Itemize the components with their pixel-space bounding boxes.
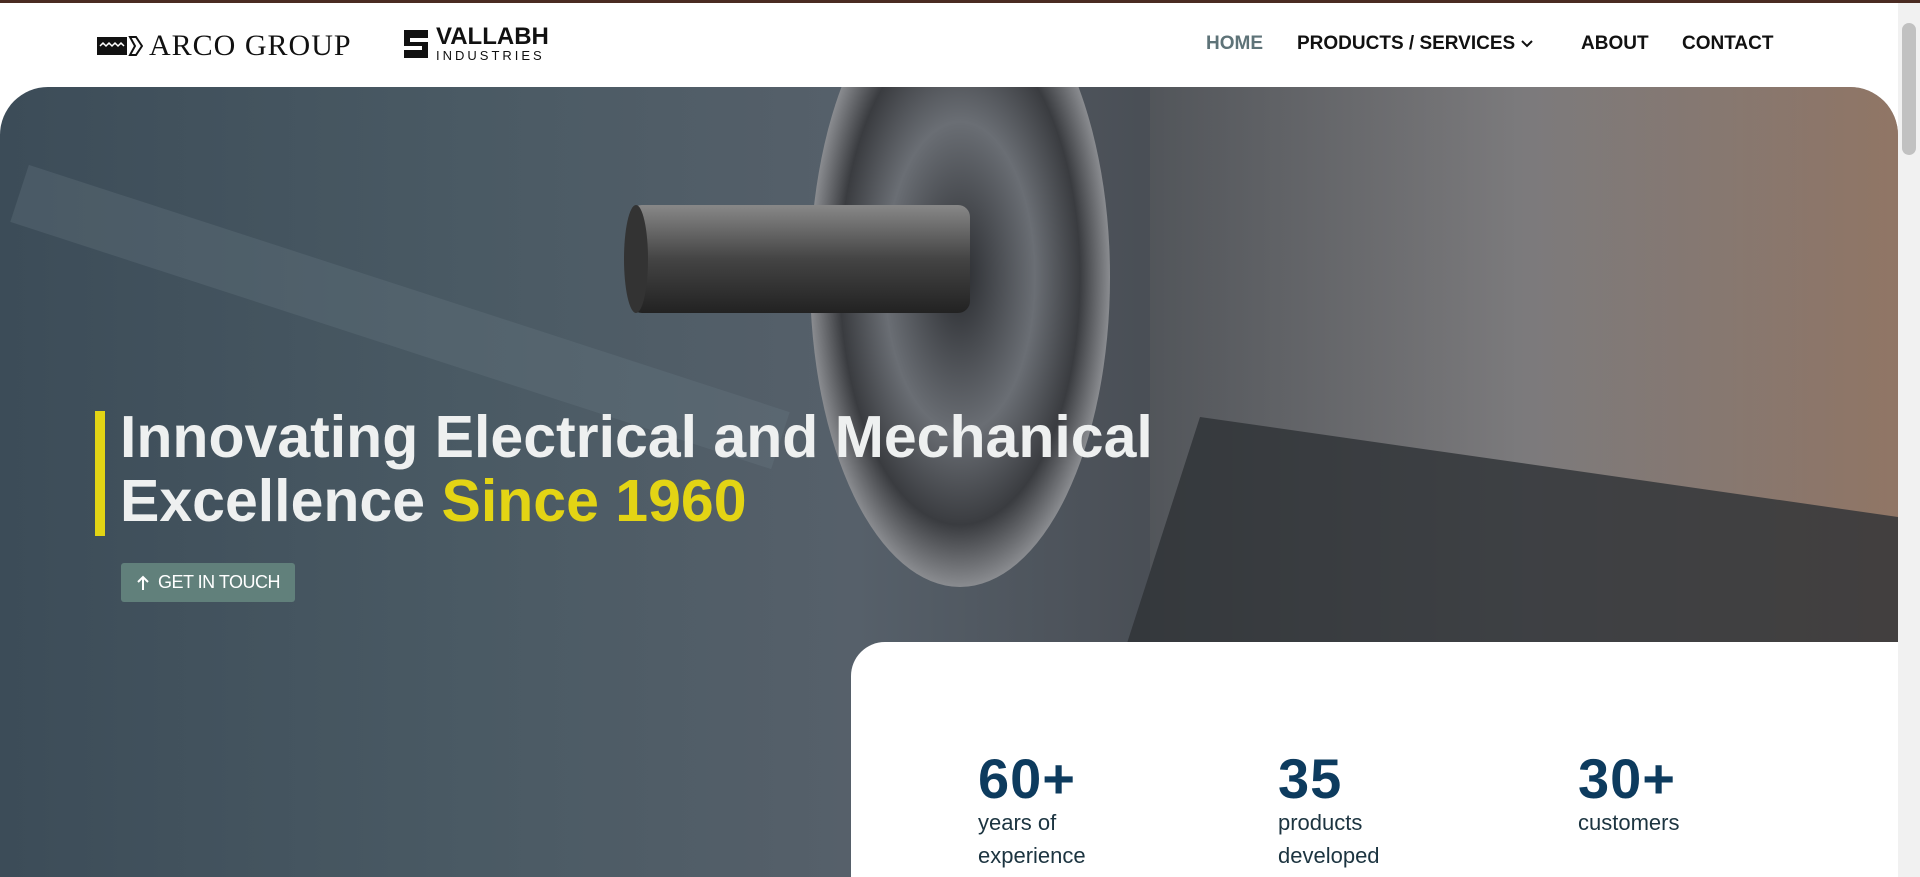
arco-icon bbox=[97, 36, 143, 56]
vallabh-logo[interactable]: VALLABH INDUSTRIES bbox=[402, 25, 549, 62]
stat-label: years of experience bbox=[978, 810, 1086, 868]
arco-logo[interactable]: ARCO GROUP bbox=[97, 29, 352, 63]
headline-highlight: Since 1960 bbox=[441, 468, 747, 534]
header: ARCO GROUP VALLABH INDUSTRIES HOME PRODUC… bbox=[0, 3, 1898, 87]
scrollbar[interactable] bbox=[1898, 3, 1920, 877]
nav-home[interactable]: HOME bbox=[1206, 33, 1263, 54]
headline-text: Innovating Electrical and Mechanical Exc… bbox=[120, 404, 1153, 534]
industries-text: INDUSTRIES bbox=[436, 48, 545, 63]
cta-button[interactable]: GET IN TOUCH bbox=[121, 563, 295, 602]
stats-card: 60+ years of experience 35 products develop… bbox=[851, 642, 1898, 877]
chevron bbox=[1521, 40, 1534, 48]
cta-text: GET IN TOUCH bbox=[157, 572, 281, 592]
arrow-up-icon bbox=[137, 575, 149, 590]
vallabh-text: VALLABH bbox=[436, 23, 549, 50]
stat-value: 30+ bbox=[1578, 747, 1676, 810]
nav-products-text: PRODUCTS / SERVICES bbox=[1297, 33, 1516, 54]
stat-label: products developed bbox=[1278, 810, 1380, 868]
vallabh-icon bbox=[404, 29, 428, 58]
nav-about[interactable]: ABOUT bbox=[1581, 33, 1649, 54]
stat-value: 35 bbox=[1278, 747, 1343, 810]
headline: Innovating Electrical and Mechanical Exc… bbox=[120, 405, 1320, 533]
arco-text: ARCO GROUP bbox=[149, 29, 352, 62]
scrollbar-thumb[interactable] bbox=[1902, 23, 1916, 155]
stat-label: customers bbox=[1578, 810, 1680, 835]
nav-contact[interactable]: CONTACT bbox=[1682, 33, 1774, 54]
headline-accent bbox=[95, 411, 105, 536]
stat-value: 60+ bbox=[978, 747, 1076, 810]
nav-products[interactable]: PRODUCTS / SERVICES bbox=[1297, 33, 1534, 55]
